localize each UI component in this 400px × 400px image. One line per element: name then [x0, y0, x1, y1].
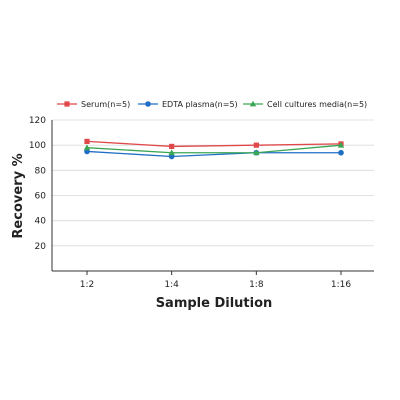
x-tick-label: 1:2 — [80, 280, 94, 290]
y-tick-label: 40 — [35, 217, 47, 227]
y-tick-labels: 20 40 60 80 100 120 — [29, 116, 46, 252]
legend-label: Serum(n=5) — [81, 100, 130, 109]
y-tick-label: 120 — [29, 116, 46, 126]
data-point — [169, 143, 175, 150]
legend-label: EDTA plasma(n=5) — [162, 100, 238, 109]
legend-item: EDTA plasma(n=5) — [138, 100, 238, 109]
legend-marker — [64, 101, 70, 107]
legend-marker — [249, 100, 257, 107]
y-tick-label: 20 — [35, 242, 47, 252]
x-tick-labels: 1:2 1:4 1:8 1:16 — [80, 271, 351, 290]
axes — [51, 120, 374, 272]
data-point — [338, 149, 344, 156]
data-point — [168, 149, 175, 156]
series-1 — [84, 138, 344, 150]
data-point — [84, 138, 90, 144]
data-point — [253, 142, 259, 148]
legend-item: Serum(n=5) — [57, 100, 130, 109]
series-line — [86, 150, 341, 158]
x-tick-label: 1:16 — [331, 280, 351, 290]
data-point — [337, 141, 345, 148]
x-axis-title: Sample Dilution — [156, 296, 273, 311]
grid-lines — [52, 119, 374, 247]
data-point — [253, 149, 260, 156]
x-tick-label: 1:4 — [164, 280, 179, 290]
series-3 — [83, 141, 345, 156]
y-tick-label: 60 — [35, 192, 47, 202]
legend-item: Cell cultures media(n=5) — [243, 100, 367, 109]
legend-label: Cell cultures media(n=5) — [267, 100, 367, 109]
series-lines — [83, 138, 345, 160]
data-point — [83, 144, 91, 151]
y-tick-label: 80 — [35, 166, 47, 176]
legend: Serum(n=5) EDTA plasma(n=5) Cell cultures … — [57, 100, 367, 109]
legend-marker — [145, 101, 151, 107]
y-axis-title: Recovery % — [11, 153, 26, 238]
y-tick-label: 100 — [29, 141, 46, 151]
x-tick-label: 1:8 — [249, 280, 264, 290]
series-line — [86, 144, 342, 154]
series-line — [86, 140, 342, 148]
